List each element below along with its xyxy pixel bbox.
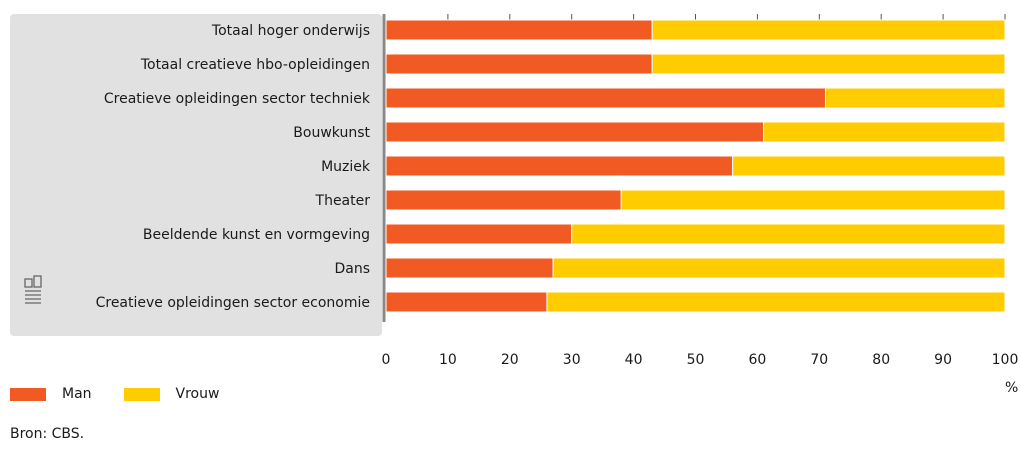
bar-vrouw <box>763 121 1006 143</box>
x-tick-label: 90 <box>934 352 952 368</box>
x-tick-label: 60 <box>748 352 766 368</box>
category-labels: Totaal hoger onderwijs Totaal creatieve h… <box>96 23 371 311</box>
bar-vrouw <box>651 53 1006 75</box>
bar-man <box>385 87 826 109</box>
bar-man <box>385 53 653 75</box>
bar-vrouw <box>620 189 1006 211</box>
legend-item-man: Man <box>10 386 92 402</box>
legend-item-vrouw: Vrouw <box>123 386 220 402</box>
bar-man <box>385 19 653 41</box>
legend: Man Vrouw <box>10 386 251 402</box>
category-label: Totaal creatieve hbo-opleidingen <box>140 57 370 73</box>
bar-man <box>385 223 573 245</box>
x-tick-labels: 0 10 20 30 40 50 60 70 80 90 100 <box>382 352 1019 368</box>
x-axis-unit: % <box>1005 380 1019 396</box>
bar-vrouw <box>571 223 1006 245</box>
bar-man <box>385 257 554 279</box>
x-tick-label: 70 <box>810 352 828 368</box>
category-panel <box>10 14 382 336</box>
category-label: Creatieve opleidingen sector economie <box>96 295 370 311</box>
x-tick-label: 30 <box>563 352 581 368</box>
x-tick-label: 80 <box>872 352 890 368</box>
bar-man <box>385 189 622 211</box>
x-tick-label: 20 <box>501 352 519 368</box>
category-label: Muziek <box>321 159 371 175</box>
source-note: Bron: CBS. <box>10 426 85 442</box>
bar-man <box>385 291 548 313</box>
bar-man <box>385 155 734 177</box>
legend-swatch-man <box>10 387 46 401</box>
x-tick-label: 50 <box>687 352 705 368</box>
category-label: Dans <box>334 261 370 277</box>
x-tick-label: 40 <box>625 352 643 368</box>
x-tick-label: 0 <box>382 352 391 368</box>
bars <box>385 19 1006 313</box>
bar-chart: Totaal hoger onderwijs Totaal creatieve h… <box>10 14 1019 368</box>
legend-label-vrouw: Vrouw <box>175 386 220 402</box>
category-label: Theater <box>315 193 371 209</box>
legend-label-man: Man <box>62 386 92 402</box>
cbs-logo-icon <box>24 275 42 304</box>
bar-vrouw <box>651 19 1006 41</box>
category-label: Creatieve opleidingen sector techniek <box>104 91 371 107</box>
x-tick-label: 100 <box>992 352 1019 368</box>
legend-swatch-vrouw <box>123 387 160 401</box>
bar-vrouw <box>824 87 1006 109</box>
category-label: Totaal hoger onderwijs <box>211 23 370 39</box>
category-label: Bouwkunst <box>293 125 370 141</box>
category-label: Beeldende kunst en vormgeving <box>143 227 370 243</box>
bar-vrouw <box>732 155 1006 177</box>
bar-man <box>385 121 765 143</box>
bar-vrouw <box>552 257 1006 279</box>
bar-vrouw <box>546 291 1006 313</box>
x-tick-label: 10 <box>439 352 457 368</box>
